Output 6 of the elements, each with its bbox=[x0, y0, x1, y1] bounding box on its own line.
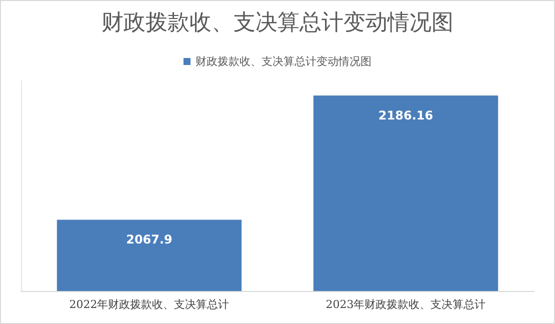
data-label: 2186.16 bbox=[378, 108, 434, 123]
x-tick-label: 2022年财政拨款收、支决算总计 bbox=[69, 298, 230, 311]
x-tick-label: 2023年财政拨款收、支决算总计 bbox=[326, 298, 486, 311]
data-label: 2067.9 bbox=[126, 232, 172, 247]
legend-label: 财政拨款收、支决算总计变动情况图 bbox=[196, 55, 372, 68]
chart-title: 财政拨款收、支决算总计变动情况图 bbox=[102, 10, 454, 36]
